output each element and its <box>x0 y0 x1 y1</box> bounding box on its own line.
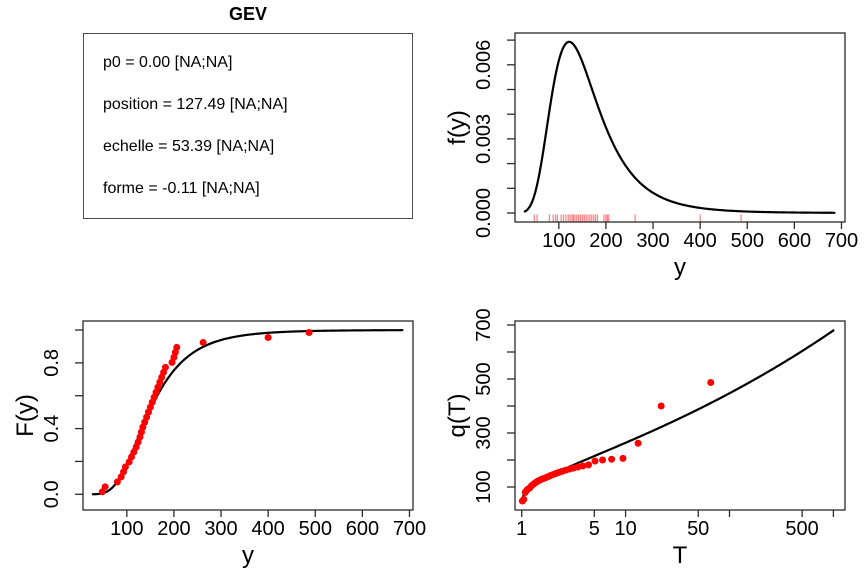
data-point <box>305 328 313 336</box>
gev-param-echelle: echelle = 53.39 [NA;NA] <box>103 138 275 155</box>
y-tick-label: 0.8 <box>41 349 63 377</box>
y-tick-label: 500 <box>473 362 495 395</box>
data-point <box>599 456 607 464</box>
cdf-fitted-curve <box>91 329 404 496</box>
x-tick-label: 100 <box>542 230 575 252</box>
x-axis-title: T <box>673 542 688 569</box>
y-tick-label: 100 <box>473 470 495 503</box>
x-axis-title: y <box>674 254 686 281</box>
panel-density-plot: 100 200 300 400 500 600 700 0.000 0.003 0.006 y f(y… <box>432 0 864 288</box>
y-axis-title: F(y) <box>12 394 39 437</box>
data-point <box>264 333 272 341</box>
gev-param-p0: p0 = 0.00 [NA;NA] <box>103 54 233 71</box>
data-point <box>591 457 599 465</box>
data-point <box>173 343 181 351</box>
x-tick-label: 50 <box>687 518 709 540</box>
data-point <box>101 483 109 491</box>
panel-cdf-plot: 100 200 300 400 500 600 700 0.0 0.4 0.8 y F(y) <box>0 288 432 576</box>
x-tick-label: 600 <box>778 230 811 252</box>
y-tick-label: 0.0 <box>41 480 63 508</box>
x-axis: 100 200 300 400 500 600 700 <box>110 510 426 540</box>
data-point <box>161 363 169 371</box>
x-tick-label: 400 <box>683 230 716 252</box>
x-tick-label: 700 <box>825 230 858 252</box>
data-point <box>113 478 121 486</box>
data-point <box>520 495 528 503</box>
x-tick-label: 500 <box>731 230 764 252</box>
data-point <box>585 461 593 469</box>
density-plot-svg: 100 200 300 400 500 600 700 0.000 0.003 0.006 y f(y… <box>444 32 858 281</box>
return-plot-svg: 1 5 10 50 500 100 300 500 700 Tq(T) <box>444 308 846 569</box>
data-point <box>121 463 129 471</box>
data-point <box>657 402 665 410</box>
y-tick-label: 0.000 <box>473 188 495 238</box>
x-tick-label: 1 <box>516 518 527 540</box>
panel-gev-info: GEV p0 = 0.00 [NA;NA] position = 127.49 … <box>0 0 432 288</box>
return-data-points <box>518 379 715 505</box>
data-point <box>579 462 587 470</box>
y-axis: 0.000 0.003 0.006 <box>473 39 515 238</box>
plot-frame <box>514 32 846 223</box>
x-tick-label: 10 <box>614 518 636 540</box>
x-tick-label: 400 <box>251 518 284 540</box>
y-tick-label: 700 <box>473 308 495 341</box>
return-fitted-curve <box>521 329 835 499</box>
plot-frame <box>82 320 414 511</box>
y-tick-label: 0.003 <box>473 114 495 164</box>
y-tick-label: 0.4 <box>41 415 63 443</box>
x-axis-title: y <box>242 542 254 569</box>
x-tick-label: 300 <box>636 230 669 252</box>
x-tick-label: 500 <box>785 518 818 540</box>
x-tick-label: 500 <box>299 518 332 540</box>
cdf-data-points <box>98 328 313 496</box>
x-tick-label: 100 <box>110 518 143 540</box>
x-tick-label: 600 <box>346 518 379 540</box>
data-point <box>619 454 627 462</box>
x-axis: 100 200 300 400 500 600 700 <box>542 222 858 252</box>
gev-param-position: position = 127.49 [NA;NA] <box>103 96 288 113</box>
y-tick-label: 300 <box>473 416 495 449</box>
x-tick-label: 700 <box>393 518 426 540</box>
y-axis: 0.0 0.4 0.8 <box>41 329 83 508</box>
plot-frame <box>514 320 846 511</box>
gev-param-box: p0 = 0.00 [NA;NA] position = 127.49 [NA;… <box>83 33 413 219</box>
gev-main-title: GEV <box>228 4 267 24</box>
y-tick-label: 0.006 <box>473 40 495 90</box>
data-point <box>199 338 207 346</box>
data-point <box>608 455 616 463</box>
cdf-plot-svg: 100 200 300 400 500 600 700 0.0 0.4 0.8 y F(y) <box>12 320 426 569</box>
x-tick-label: 200 <box>589 230 622 252</box>
x-tick-label: 200 <box>157 518 190 540</box>
rug-marks <box>533 214 742 222</box>
x-tick-label: 300 <box>204 518 237 540</box>
gev-param-forme: forme = -0.11 [NA;NA] <box>103 180 260 197</box>
y-axis: 100 300 500 700 <box>473 308 515 504</box>
data-point <box>707 379 715 387</box>
x-axis: 1 5 10 50 500 <box>516 510 835 540</box>
x-tick-label: 5 <box>589 518 600 540</box>
data-point <box>634 439 642 447</box>
y-axis-title: f(y) <box>444 110 471 145</box>
density-fitted-curve <box>523 40 836 214</box>
y-axis-title: q(T) <box>444 394 471 438</box>
